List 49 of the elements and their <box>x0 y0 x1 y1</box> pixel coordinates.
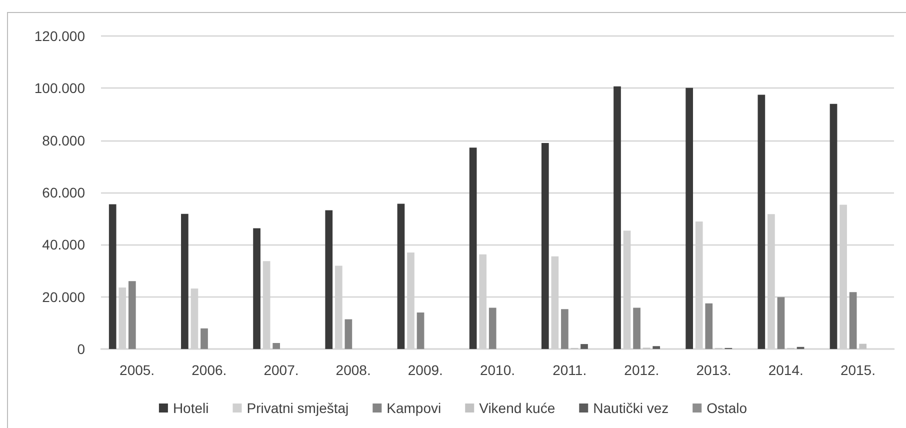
bar <box>614 86 621 349</box>
y-tick-label: 60.000 <box>42 184 86 200</box>
x-tick-label: 2012. <box>624 362 660 378</box>
bar <box>253 228 260 349</box>
x-tick-label: 2011. <box>552 362 587 378</box>
legend-label: Hoteli <box>172 400 209 416</box>
legend-label: Privatni smještaj <box>246 400 349 416</box>
x-tick-label: 2010. <box>480 362 516 378</box>
bar <box>181 214 188 349</box>
x-tick-label: 2005. <box>120 362 155 378</box>
legend-label: Kampovi <box>386 400 442 416</box>
bar <box>633 308 640 349</box>
legend-label: Ostalo <box>706 400 748 416</box>
bar <box>859 344 867 349</box>
bar <box>488 308 496 349</box>
x-tick-label: 2009. <box>408 362 443 378</box>
bar <box>777 297 785 349</box>
y-tick-label: 20.000 <box>42 288 86 305</box>
y-tick-label: 100.000 <box>34 80 86 96</box>
bar <box>397 204 405 349</box>
y-tick-label: 40.000 <box>42 236 86 253</box>
y-tick-label: 0 <box>77 341 86 357</box>
bar <box>325 210 333 349</box>
y-tick-label: 120.000 <box>34 28 86 44</box>
bar <box>652 346 660 349</box>
bar <box>272 343 280 349</box>
legend-label: Vikend kuće <box>479 400 556 416</box>
bar <box>580 344 588 349</box>
x-tick-label: 2014. <box>768 362 804 378</box>
legend-label: Nautički vez <box>593 400 669 416</box>
bar <box>541 142 549 349</box>
x-tick-label: 2013. <box>696 362 732 378</box>
bar <box>128 281 136 349</box>
y-tick-label: 80.000 <box>42 132 86 148</box>
bar <box>686 88 694 349</box>
bar <box>561 309 568 349</box>
bar <box>830 104 838 349</box>
bar <box>200 328 208 349</box>
bar <box>416 312 424 349</box>
bar <box>849 292 857 349</box>
x-tick-label: 2007. <box>264 362 299 378</box>
bar <box>758 94 766 349</box>
bar <box>469 148 477 349</box>
x-tick-label: 2015. <box>840 362 876 378</box>
bar <box>108 204 116 349</box>
x-tick-label: 2008. <box>336 362 371 378</box>
bar <box>705 303 713 349</box>
x-tick-label: 2006. <box>192 362 227 378</box>
bar <box>344 319 352 349</box>
